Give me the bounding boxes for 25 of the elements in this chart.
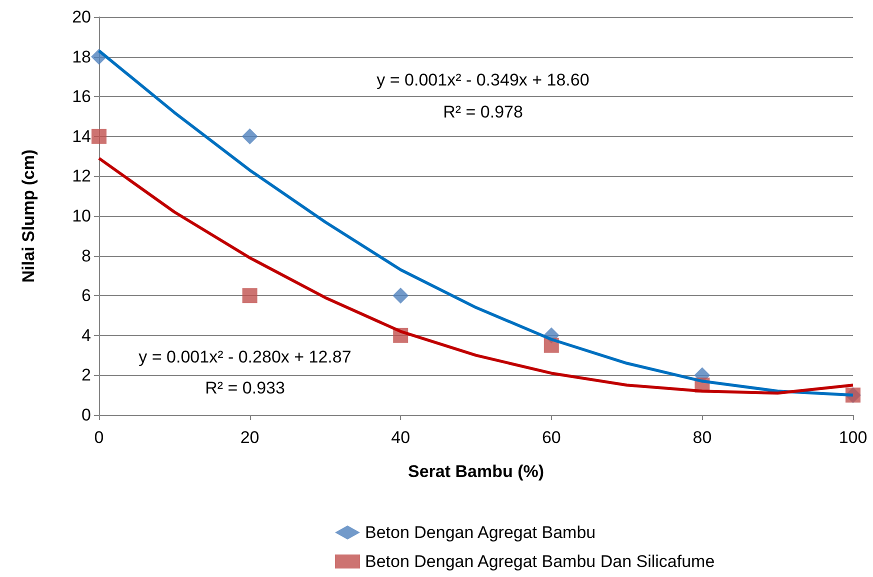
x-axis-title: Serat Bambu (%) [408,462,544,481]
y-tick-label: 12 [72,166,91,186]
x-tick-label: 0 [94,428,104,447]
y-tick-label: 8 [82,246,91,266]
y-tick-label: 10 [72,206,91,226]
x-tick-label: 60 [542,428,561,447]
annotation: y = 0.001x² - 0.349x + 18.60 [376,70,590,90]
y-tick-label: 16 [72,87,91,106]
x-tick-label: 80 [692,428,712,447]
annotation: R² = 0.933 [205,378,285,398]
x-tick-label: 40 [391,428,410,447]
annotation: R² = 0.978 [443,102,523,122]
y-tick-label: 20 [72,8,91,26]
x-tick-label: 100 [838,428,868,447]
y-tick-label: 0 [82,406,91,424]
y-tick-label: 14 [72,126,91,146]
legend-label: Beton Dengan Agregat Bambu Dan Silicafume [365,552,715,571]
annotation: y = 0.001x² - 0.280x + 12.87 [138,348,352,366]
y-axis-title: Nilai Slump (cm) [19,149,38,283]
y-tick-label: 2 [82,366,91,385]
y-tick-label: 6 [82,286,91,306]
x-tick-label: 20 [240,428,260,447]
legend-label: Beton Dengan Agregat Bambu [365,523,596,542]
y-tick-label: 18 [72,47,91,66]
y-tick-label: 4 [82,326,91,345]
